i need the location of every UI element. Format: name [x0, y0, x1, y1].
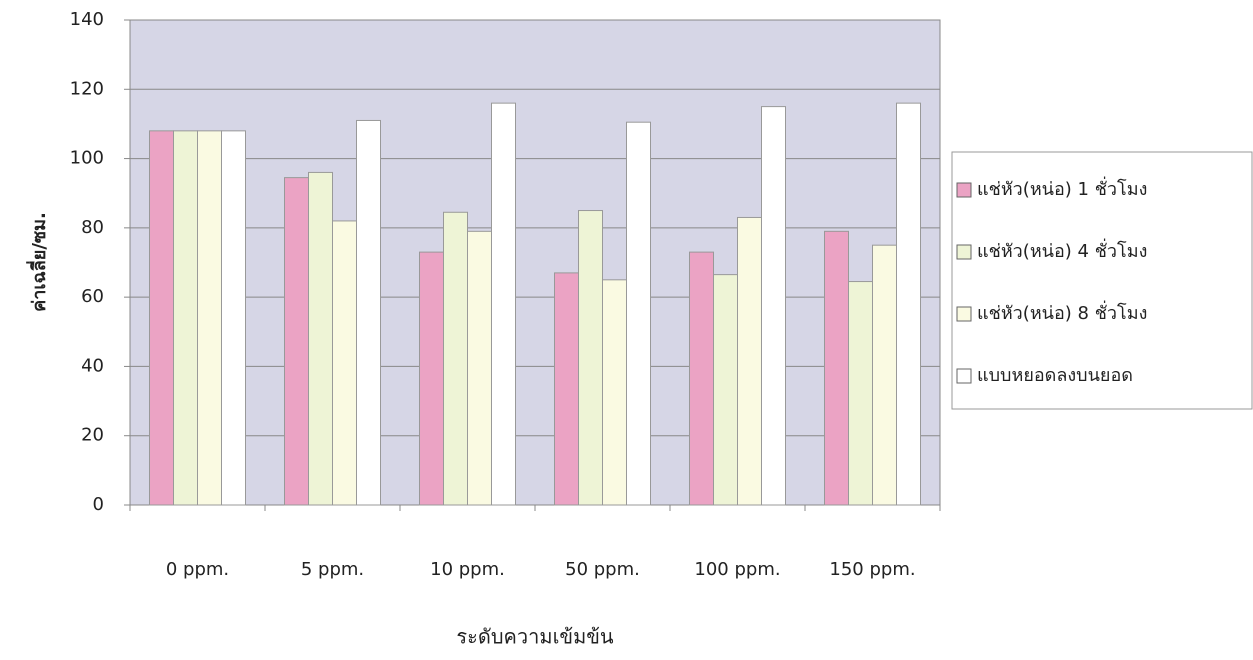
bar — [356, 119, 381, 506]
y-tick-label: 100 — [70, 148, 104, 169]
x-tick-label: 0 ppm. — [166, 559, 229, 580]
bar — [308, 171, 333, 506]
bar — [626, 121, 651, 506]
bar — [443, 211, 468, 506]
bar — [578, 210, 603, 506]
bar — [713, 274, 738, 506]
legend-swatch — [956, 368, 972, 384]
legend-label: แช่หัว(หน่อ) 1 ชั่วโมง — [977, 176, 1147, 200]
legend-box — [951, 151, 1253, 410]
bar — [332, 220, 357, 506]
bar — [467, 230, 492, 506]
x-tick-label: 5 ppm. — [301, 559, 364, 580]
y-tick-label: 0 — [93, 494, 104, 515]
plot-area — [129, 19, 941, 506]
bar — [872, 244, 897, 506]
legend-swatch — [956, 182, 972, 198]
legend-swatch — [956, 244, 972, 260]
y-tick-label: 40 — [81, 355, 104, 376]
y-axis-title: ค่าเฉลี่ย/ซม. — [26, 212, 50, 312]
y-tick-label: 60 — [81, 286, 104, 307]
x-tick-label: 100 ppm. — [694, 559, 780, 580]
bar — [848, 281, 873, 506]
bar — [824, 230, 849, 506]
bar — [491, 102, 516, 506]
y-tick-label: 20 — [81, 425, 104, 446]
bar — [419, 251, 444, 506]
y-tick-label: 80 — [81, 217, 104, 238]
bar — [896, 102, 921, 506]
x-axis-title: ระดับความเข้มข้น — [456, 625, 614, 649]
bar — [173, 130, 198, 506]
x-tick-label: 10 ppm. — [430, 559, 505, 580]
legend-label: แช่หัว(หน่อ) 8 ชั่วโมง — [977, 300, 1147, 324]
bar — [221, 130, 246, 506]
bar — [737, 216, 762, 506]
legend-swatch — [956, 306, 972, 322]
bar — [197, 130, 222, 506]
bar — [689, 251, 714, 506]
legend-label: แช่หัว(หน่อ) 4 ชั่วโมง — [977, 238, 1147, 262]
legend-label: แบบหยอดลงบนยอด — [977, 365, 1133, 386]
y-tick-label: 120 — [70, 78, 104, 99]
bar — [761, 106, 786, 506]
y-tick-label: 140 — [70, 9, 104, 30]
x-tick-label: 50 ppm. — [565, 559, 640, 580]
bar — [554, 272, 579, 506]
bar — [602, 279, 627, 506]
bar — [284, 177, 309, 506]
bar — [149, 130, 174, 506]
x-tick-label: 150 ppm. — [829, 559, 915, 580]
